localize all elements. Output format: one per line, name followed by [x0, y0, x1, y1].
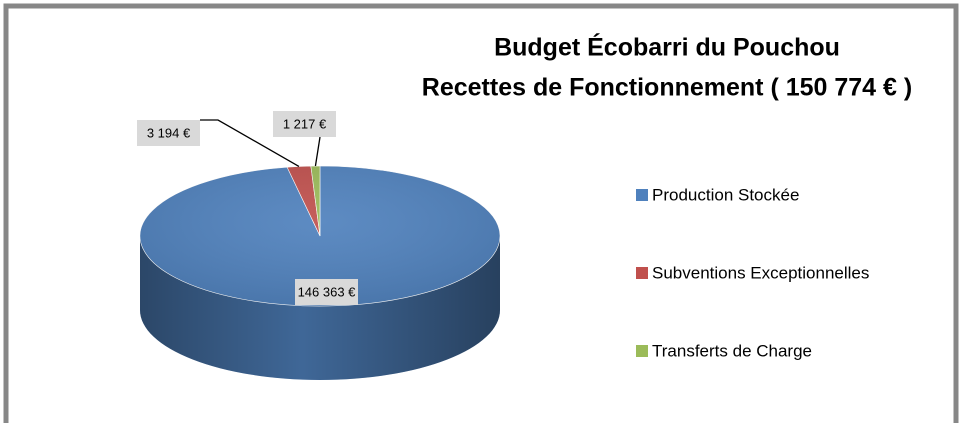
data-label: 3 194 €: [147, 125, 191, 140]
legend-swatch: [636, 267, 648, 279]
pie-top-shade: [140, 166, 500, 306]
legend-swatch: [636, 345, 648, 357]
data-label: 146 363 €: [298, 284, 357, 299]
data-label-box: [137, 120, 200, 146]
legend-label: Subventions Exceptionnelles: [652, 263, 869, 282]
data-label-box: [273, 111, 336, 137]
data-label: 1 217 €: [283, 116, 327, 131]
legend-swatch: [636, 189, 648, 201]
chart-subtitle: Recettes de Fonctionnement ( 150 774 € ): [422, 74, 912, 102]
legend-label: Production Stockée: [652, 185, 799, 204]
leader-line: [314, 136, 321, 167]
leader-line: [200, 119, 300, 168]
chart-title: Budget Écobarri du Pouchou: [494, 33, 840, 62]
legend-label: Transferts de Charge: [652, 341, 812, 360]
data-label-box: [295, 279, 358, 305]
pie-side-shade: [140, 236, 500, 380]
